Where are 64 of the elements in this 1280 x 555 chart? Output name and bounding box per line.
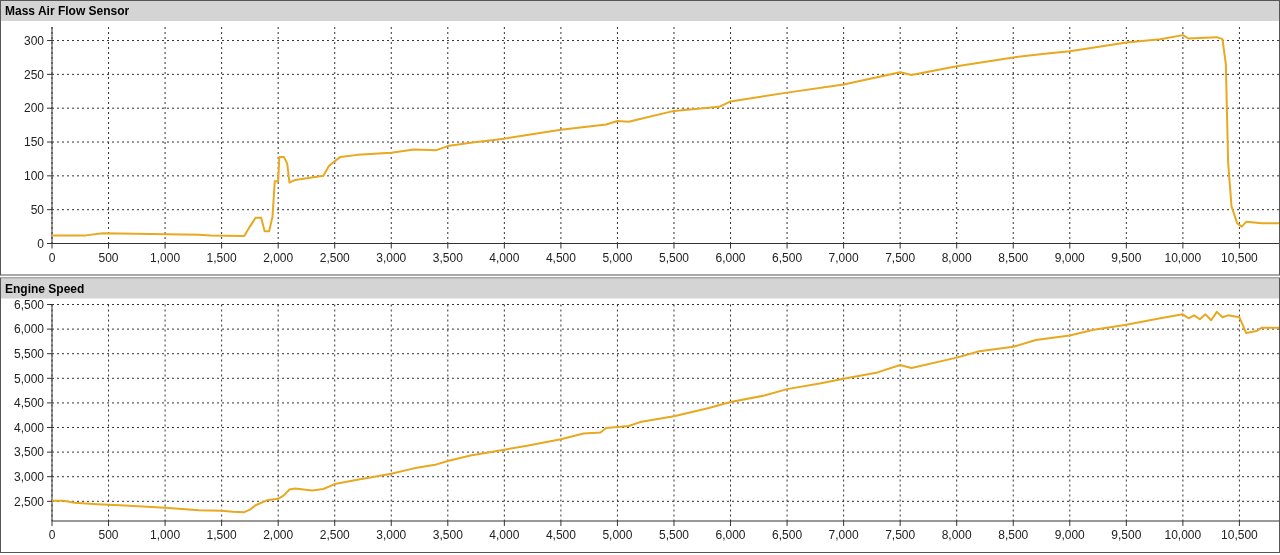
x-tick-label: 2,000 [263, 250, 294, 265]
x-tick-label: 10,500 [1221, 250, 1259, 265]
y-tick-label: 3,500 [13, 445, 45, 460]
x-tick-label: 4,500 [545, 250, 577, 265]
chart-title: Mass Air Flow Sensor [5, 4, 130, 18]
x-tick-label: 8,000 [941, 250, 973, 265]
y-tick-label: 100 [23, 169, 45, 184]
y-tick-label: 150 [23, 135, 45, 150]
y-tick-label: 6,500 [13, 297, 45, 312]
x-tick-label: 2,500 [319, 528, 351, 542]
x-tick-label: 1,500 [206, 250, 237, 265]
y-tick-label: 50 [30, 202, 45, 217]
x-tick-label: 7,000 [828, 250, 859, 265]
x-tick-label: 8,500 [998, 250, 1029, 265]
x-tick-label: 10,000 [1164, 528, 1202, 542]
x-tick-label: 0 [48, 528, 56, 542]
chart-title: Engine Speed [5, 281, 85, 296]
x-tick-label: 2,000 [263, 528, 294, 542]
y-tick-label: 250 [23, 67, 45, 82]
x-tick-label: 5,500 [658, 528, 690, 542]
line-series [52, 34, 1279, 238]
x-tick-label: 5,000 [602, 528, 633, 542]
x-tick-label: 1,500 [206, 528, 237, 542]
x-tick-label: 7,500 [885, 250, 916, 265]
x-tick-label: 5,500 [658, 250, 690, 265]
x-tick-label: 6,500 [772, 528, 803, 542]
x-tick-label: 10,500 [1221, 528, 1259, 542]
y-tick-label: 300 [23, 33, 45, 48]
x-tick-label: 9,000 [1054, 528, 1086, 542]
x-tick-label: 3,500 [432, 528, 464, 542]
x-tick-label: 6,000 [715, 250, 746, 265]
y-tick-label: 4,000 [13, 420, 45, 435]
x-tick-label: 5,000 [602, 250, 633, 265]
x-tick-label: 6,500 [772, 250, 803, 265]
y-tick-label: 3,000 [13, 469, 45, 484]
y-tick-label: 200 [23, 101, 45, 116]
x-tick-label: 3,000 [376, 250, 407, 265]
x-tick-label: 6,000 [715, 528, 746, 542]
x-tick-label: 4,000 [489, 250, 520, 265]
x-tick-label: 4,500 [545, 528, 577, 542]
x-tick-label: 3,000 [376, 528, 407, 542]
x-tick-label: 8,000 [941, 528, 973, 542]
y-tick-label: 5,000 [13, 371, 45, 386]
y-tick-label: 4,500 [13, 396, 45, 411]
x-tick-label: 8,500 [998, 528, 1029, 542]
x-tick-label: 4,000 [489, 528, 520, 542]
x-tick-label: 1,000 [150, 528, 181, 542]
x-tick-label: 1,000 [150, 250, 181, 265]
x-tick-label: 7,000 [828, 528, 859, 542]
x-tick-label: 3,500 [432, 250, 464, 265]
y-tick-label: 6,000 [13, 322, 45, 337]
y-tick-label: 5,500 [13, 346, 45, 361]
y-tick-label: 0 [37, 236, 45, 251]
x-tick-label: 9,500 [1111, 528, 1142, 542]
x-tick-label: 9,500 [1111, 250, 1142, 265]
x-tick-label: 9,000 [1054, 250, 1086, 265]
x-tick-label: 7,500 [885, 528, 916, 542]
line-series [52, 310, 1279, 514]
y-tick-label: 2,500 [13, 494, 45, 509]
x-tick-label: 2,500 [319, 250, 351, 265]
x-tick-label: 500 [98, 528, 119, 542]
x-tick-label: 500 [98, 250, 119, 265]
x-tick-label: 10,000 [1164, 250, 1202, 265]
x-tick-label: 0 [48, 250, 56, 265]
